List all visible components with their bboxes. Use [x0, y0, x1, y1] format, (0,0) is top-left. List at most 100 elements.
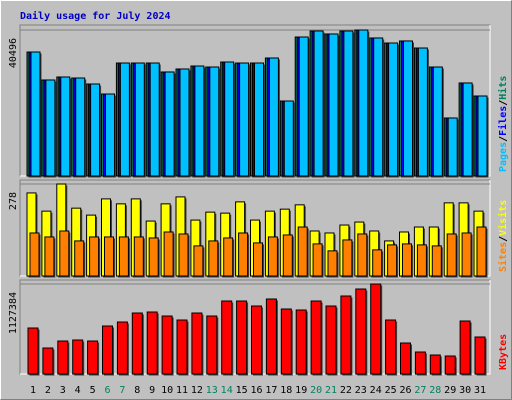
bar [459, 320, 471, 375]
bar [265, 298, 277, 375]
x-tick-label: 2 [45, 385, 51, 396]
x-tick-label: 4 [75, 385, 81, 396]
bar [161, 315, 173, 375]
legend-entry: Pages [498, 142, 509, 172]
bar [447, 117, 458, 177]
bar [163, 231, 174, 277]
bar [87, 340, 99, 375]
bar [312, 243, 323, 277]
y-tick-label: 278 [8, 192, 19, 210]
bar [131, 312, 143, 375]
bar [104, 236, 114, 277]
bar [105, 93, 115, 177]
bar [254, 62, 264, 177]
bar [176, 319, 188, 375]
legend: Pages/Files/Hits [497, 76, 509, 172]
bar [432, 66, 443, 177]
bar [75, 77, 86, 177]
x-tick-label: 17 [265, 385, 277, 396]
bar [29, 232, 40, 277]
x-tick-label: 30 [459, 385, 471, 396]
bar [224, 61, 235, 177]
x-tick-label: 19 [295, 385, 307, 396]
bar [119, 62, 130, 177]
bar [385, 319, 397, 375]
x-tick-label: 5 [90, 385, 96, 396]
x-tick-label: 14 [221, 385, 233, 396]
bar [116, 321, 128, 375]
bar [431, 245, 442, 277]
legend-entry: Visits [497, 200, 509, 236]
bar [476, 226, 487, 277]
bar [358, 29, 369, 177]
x-tick-label: 27 [414, 385, 426, 396]
x-tick-label: 31 [474, 385, 486, 396]
bar [45, 79, 56, 177]
bar [60, 76, 71, 177]
bar [400, 342, 411, 375]
bar [295, 309, 307, 375]
bar [417, 47, 428, 177]
x-tick-label: 25 [385, 385, 397, 396]
x-tick-label: 13 [206, 385, 218, 396]
x-tick-label: 20 [310, 385, 322, 396]
bar [178, 233, 189, 277]
bar [90, 83, 101, 177]
bar [251, 305, 262, 375]
bar [372, 249, 383, 277]
bar [221, 300, 233, 375]
bar [310, 300, 322, 375]
legend-entry: Sites [497, 242, 509, 272]
legend: KBytes [498, 334, 509, 370]
bar [282, 234, 293, 277]
y-tick-label: 1127384 [8, 292, 19, 334]
bar [191, 312, 203, 375]
bar [355, 288, 367, 375]
bar [327, 250, 338, 277]
bar [268, 57, 279, 177]
bar [253, 242, 263, 277]
x-tick-label: 23 [355, 385, 367, 396]
legend-separator: / [498, 236, 509, 242]
bar [328, 33, 339, 177]
x-tick-label: 22 [340, 385, 352, 396]
bar [27, 327, 39, 375]
bar [223, 237, 234, 277]
bar [414, 351, 426, 375]
bar [102, 325, 113, 375]
bar [146, 311, 158, 375]
legend-separator: / [498, 100, 509, 106]
legend-separator: / [498, 136, 509, 142]
x-tick-label: 15 [236, 385, 248, 396]
bar [461, 232, 472, 277]
bar [209, 66, 220, 177]
x-tick-label: 11 [176, 385, 188, 396]
x-tick-label: 28 [429, 385, 441, 396]
x-tick-label: 8 [134, 385, 140, 396]
bar [44, 236, 55, 277]
x-tick-label: 21 [325, 385, 337, 396]
bar [42, 347, 54, 375]
bar [388, 42, 399, 177]
bar [474, 336, 486, 375]
x-tick-label: 26 [399, 385, 411, 396]
bar [118, 236, 129, 277]
bar [357, 233, 368, 277]
bar [370, 283, 382, 375]
x-tick-label: 16 [250, 385, 262, 396]
x-tick-label: 12 [191, 385, 203, 396]
bar [208, 240, 219, 277]
x-tick-label: 24 [370, 385, 382, 396]
bar [325, 305, 337, 375]
bar [133, 236, 144, 277]
y-tick-label: 40496 [8, 38, 19, 68]
x-tick-label: 18 [280, 385, 292, 396]
bar [267, 236, 278, 277]
bar [57, 340, 69, 375]
x-tick-label: 10 [161, 385, 173, 396]
bar [313, 30, 324, 177]
bar [236, 300, 248, 375]
x-tick-label: 6 [104, 385, 110, 396]
bar [194, 65, 205, 177]
